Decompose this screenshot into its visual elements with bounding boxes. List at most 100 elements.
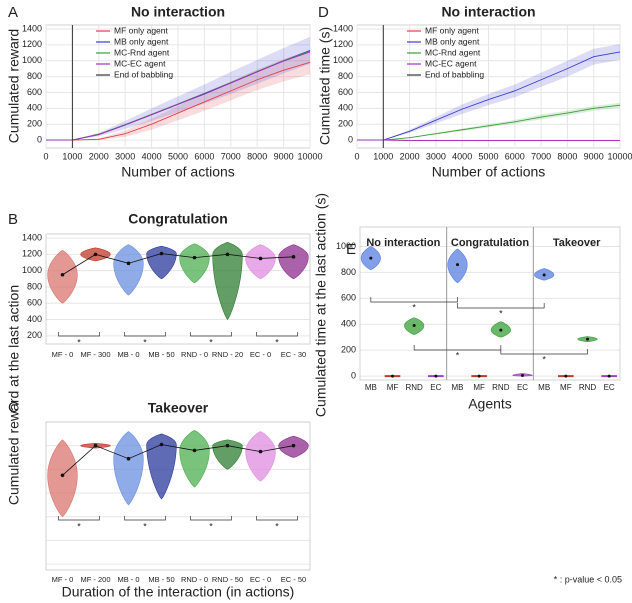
significance-bracket bbox=[256, 332, 298, 337]
legend-label: MB only agent bbox=[425, 36, 480, 46]
legend-label: MC-Rnd agent bbox=[114, 47, 170, 57]
x-tick-label: MB bbox=[365, 383, 377, 392]
mean-dot bbox=[499, 328, 503, 332]
mean-dot bbox=[521, 373, 524, 377]
violin bbox=[212, 241, 243, 321]
panel-title: No interaction bbox=[131, 4, 225, 20]
mean-dot bbox=[586, 337, 589, 341]
x-tick-label: 9000 bbox=[274, 151, 294, 161]
x-tick-label: 4000 bbox=[452, 151, 472, 161]
legend-label: MF only agent bbox=[114, 25, 168, 35]
y-tick-label: 200 bbox=[27, 330, 42, 340]
y-tick-label: 1200 bbox=[22, 39, 42, 49]
mean-dot bbox=[60, 272, 65, 277]
significance-bracket bbox=[124, 332, 166, 337]
y-tick-label: 0 bbox=[348, 134, 353, 144]
significance-bracket bbox=[457, 303, 545, 309]
y-tick-label: 1400 bbox=[333, 23, 353, 33]
error-band bbox=[46, 50, 310, 141]
panel-title: Congratulation bbox=[128, 211, 228, 227]
group-title: No interaction bbox=[366, 237, 440, 249]
violin bbox=[146, 433, 177, 500]
x-tick-label: MB bbox=[452, 383, 464, 392]
mean-dot bbox=[607, 374, 611, 378]
mean-line bbox=[62, 444, 294, 476]
violin bbox=[113, 431, 144, 506]
x-tick-label: MF - 0 bbox=[52, 575, 74, 584]
mean-dot bbox=[93, 443, 98, 448]
series-line bbox=[357, 51, 621, 141]
x-tick-label: 6000 bbox=[505, 151, 525, 161]
y-tick-label: 0 bbox=[351, 370, 356, 380]
x-tick-label: 0 bbox=[354, 151, 359, 161]
x-tick-label: RND bbox=[492, 383, 510, 392]
violin bbox=[47, 249, 78, 304]
x-tick-label: RND - 50 bbox=[212, 575, 243, 584]
panel-title: No interaction bbox=[441, 4, 535, 20]
y-tick-label: 1200 bbox=[22, 249, 42, 259]
x-tick-label: 8000 bbox=[247, 151, 267, 161]
x-tick-label: 1000 bbox=[373, 151, 393, 161]
x-tick-label: MF bbox=[387, 383, 399, 392]
mean-dot bbox=[369, 256, 373, 260]
x-tick-label: EC bbox=[517, 383, 528, 392]
panel-letter: B bbox=[8, 211, 18, 228]
panel-title: Takeover bbox=[148, 400, 209, 416]
y-axis-label: Cumulated reward bbox=[6, 29, 22, 143]
mean-dot bbox=[126, 261, 131, 266]
significance-mark: * bbox=[143, 337, 147, 347]
x-tick-label: EC - 30 bbox=[281, 350, 306, 359]
y-tick-label: 800 bbox=[338, 71, 353, 81]
x-tick-label: 7000 bbox=[531, 151, 551, 161]
x-axis-label: Number of actions bbox=[121, 164, 235, 180]
y-tick-label: 400 bbox=[27, 314, 42, 324]
y-tick-label: 400 bbox=[27, 103, 42, 113]
legend-label: MB only agent bbox=[114, 36, 169, 46]
x-tick-label: 1000 bbox=[62, 151, 82, 161]
x-tick-label: 0 bbox=[43, 151, 48, 161]
x-tick-label: 10000 bbox=[607, 151, 632, 161]
series-line bbox=[46, 51, 311, 141]
mean-dot bbox=[60, 473, 65, 478]
significance-mark: * bbox=[77, 521, 81, 531]
violin bbox=[245, 431, 276, 482]
panel-letter: E bbox=[346, 241, 356, 258]
significance-mark: * bbox=[209, 337, 213, 347]
mean-dot bbox=[258, 256, 263, 261]
legend-label: MF only agent bbox=[425, 25, 479, 35]
significance-mark: * bbox=[542, 354, 546, 364]
x-tick-label: MB - 50 bbox=[148, 575, 174, 584]
mean-dot bbox=[391, 374, 394, 378]
x-tick-label: 10000 bbox=[297, 151, 322, 161]
significance-mark: * bbox=[275, 337, 279, 347]
violin bbox=[47, 439, 78, 518]
y-tick-label: 600 bbox=[27, 298, 42, 308]
legend-label: MC-EC agent bbox=[425, 58, 477, 68]
violin bbox=[278, 244, 309, 280]
x-tick-label: MF - 0 bbox=[52, 350, 74, 359]
mean-dot bbox=[258, 449, 263, 454]
significance-bracket bbox=[58, 516, 100, 521]
significance-bracket bbox=[190, 516, 232, 521]
x-tick-label: EC bbox=[604, 383, 615, 392]
mean-dot bbox=[126, 456, 131, 461]
mean-dot bbox=[456, 263, 459, 267]
significance-bracket bbox=[58, 332, 100, 337]
significance-mark: * bbox=[143, 521, 147, 531]
x-tick-label: MF bbox=[560, 383, 572, 392]
significance-bracket bbox=[370, 297, 458, 303]
x-tick-label: MB bbox=[538, 383, 550, 392]
x-tick-label: EC - 50 bbox=[281, 575, 306, 584]
violin bbox=[146, 245, 177, 280]
legend-label: End of babbling bbox=[425, 69, 484, 79]
y-tick-label: 1000 bbox=[22, 55, 42, 65]
mean-dot bbox=[225, 252, 230, 257]
plot-frame bbox=[45, 233, 311, 345]
y-axis-label: Cumulated time at the last action (s) bbox=[313, 193, 329, 417]
x-tick-label: 3000 bbox=[426, 151, 446, 161]
mean-dot bbox=[412, 324, 416, 328]
y-tick-label: 1400 bbox=[22, 232, 42, 242]
mean-dot bbox=[159, 251, 164, 256]
mean-line bbox=[62, 253, 294, 276]
x-tick-label: 7000 bbox=[221, 151, 241, 161]
